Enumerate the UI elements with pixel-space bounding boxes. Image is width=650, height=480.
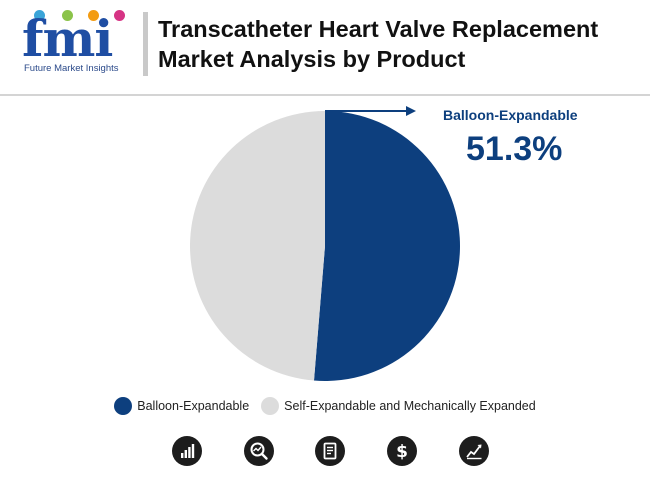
header-rule [0, 94, 650, 96]
header: fmi Future Market Insights Transcatheter… [0, 0, 650, 94]
legend-swatch [114, 397, 133, 415]
pie-slice-balloon-expandable [313, 111, 460, 381]
callout-value: 51.3% [466, 130, 563, 168]
fmi-logo: fmi Future Market Insights [22, 10, 140, 76]
legend-label: Balloon-Expandable [137, 399, 250, 413]
footer-icon-row: $ [0, 436, 650, 470]
logo-dot [88, 10, 99, 21]
callout-label: Balloon-Expandable [443, 107, 578, 123]
report-document-icon [315, 436, 345, 466]
svg-text:$: $ [396, 442, 408, 462]
legend-item-balloon-expandable: Balloon-Expandable [114, 397, 249, 415]
legend-swatch [261, 397, 280, 415]
title-divider [143, 12, 148, 76]
logo-dot [114, 10, 125, 21]
logo-dot [34, 10, 45, 21]
logo-dot [62, 10, 73, 21]
legend: Balloon-Expandable Self-Expandable and M… [0, 397, 650, 415]
logo-subtitle: Future Market Insights [24, 63, 119, 74]
bar-chart-icon [172, 436, 202, 466]
pie-slice-self-expandable-and-mechanically-expanded [189, 111, 325, 381]
logo-wordmark: fmi [22, 9, 113, 68]
legend-label: Self-Expandable and Mechanically Expande… [284, 399, 536, 413]
legend-item-self-expandable: Self-Expandable and Mechanically Expande… [261, 397, 536, 415]
callout-arrow [325, 106, 416, 116]
dollar-icon: $ [387, 436, 417, 466]
page-title: Transcatheter Heart Valve Replacement Ma… [158, 16, 599, 72]
search-analytics-icon [244, 436, 274, 466]
trend-chart-icon [459, 436, 489, 466]
